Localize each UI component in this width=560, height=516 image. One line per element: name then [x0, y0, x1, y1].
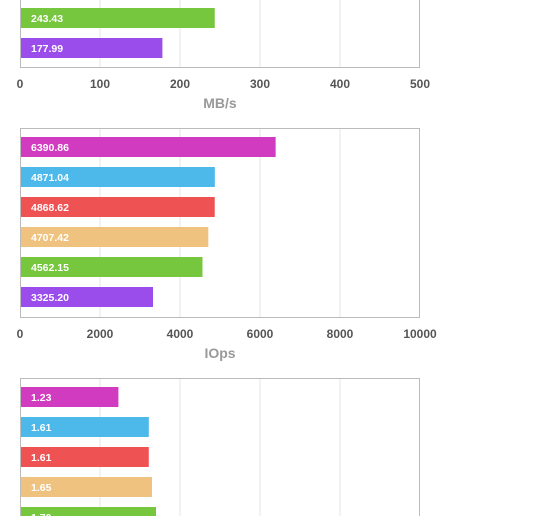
x-tick-label: 2000: [87, 327, 114, 341]
plot-frame: [20, 378, 420, 516]
bar: [20, 227, 209, 247]
x-tick-label: 4000: [167, 327, 194, 341]
x-tick-label: 400: [330, 77, 350, 91]
bar: [20, 8, 215, 28]
bar-value-label: 6390.86: [31, 142, 69, 154]
bar-value-label: 1.23: [31, 392, 52, 404]
bar-value-label: 4562.15: [31, 262, 69, 274]
plot-frame: [20, 0, 420, 68]
x-tick-label: 500: [410, 77, 430, 91]
bar-value-label: 1.70: [31, 512, 52, 516]
bar-value-label: 1.61: [31, 452, 52, 464]
bar-value-label: 4707.42: [31, 232, 69, 244]
x-tick-label: 0: [17, 327, 24, 341]
bar-value-label: 4871.04: [31, 172, 69, 184]
bar-value-label: 1.65: [31, 482, 52, 494]
x-tick-label: 0: [17, 77, 24, 91]
bar: [20, 257, 203, 277]
bar-value-label: 1.61: [31, 422, 52, 434]
x-tick-label: 6000: [247, 327, 274, 341]
bar: [20, 387, 119, 407]
x-tick-label: 10000: [403, 327, 437, 341]
bar-value-label: 177.99: [31, 43, 63, 55]
x-axis-label: MB/s: [203, 95, 237, 111]
bar-value-label: 4868.62: [31, 202, 69, 214]
bar: [20, 417, 149, 437]
bar: [20, 197, 215, 217]
bar: [20, 137, 276, 157]
plot-frame: [20, 128, 420, 318]
bar-value-label: 3325.20: [31, 292, 69, 304]
x-tick-label: 100: [90, 77, 110, 91]
x-tick-label: 8000: [327, 327, 354, 341]
bar-value-label: 243.43: [31, 13, 63, 25]
x-axis-label: IOps: [204, 345, 235, 361]
bar: [20, 477, 152, 497]
bar: [20, 507, 156, 516]
x-tick-label: 300: [250, 77, 270, 91]
bar: [20, 287, 154, 307]
bar: [20, 38, 163, 58]
bar: [20, 167, 215, 187]
x-tick-label: 200: [170, 77, 190, 91]
bar: [20, 447, 149, 467]
